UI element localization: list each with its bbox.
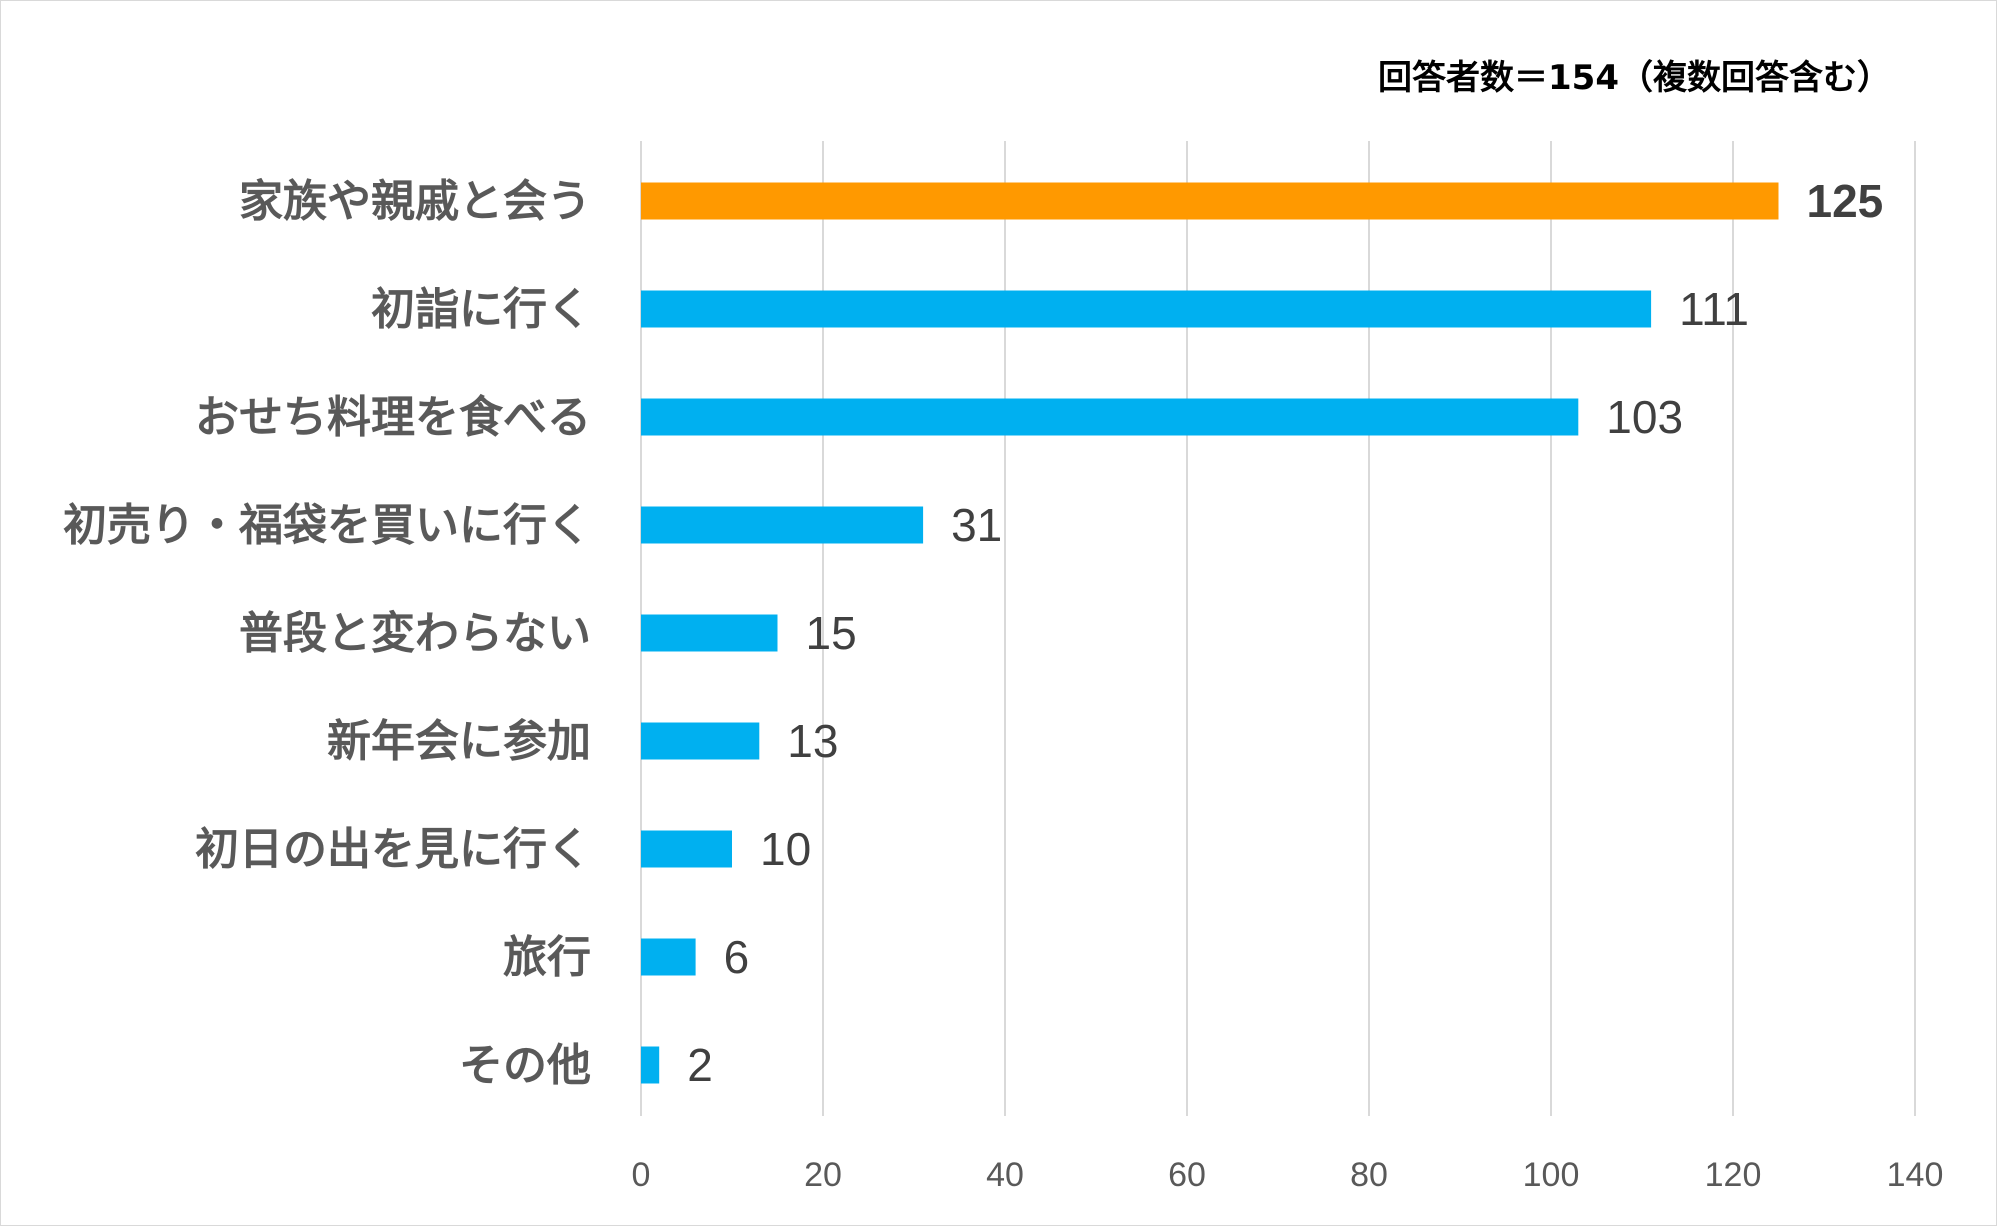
- category-label-4: 普段と変わらない: [239, 608, 591, 659]
- bar-7: [641, 938, 696, 976]
- bar-8: [641, 1046, 660, 1084]
- category-label-7: 旅行: [503, 932, 591, 983]
- bar-5: [641, 722, 760, 760]
- category-label-0: 家族や親戚と会う: [239, 176, 591, 227]
- bar-1: [641, 290, 1652, 328]
- x-tick-label-140: 140: [1887, 1156, 1944, 1194]
- category-label-2: おせち料理を食べる: [195, 392, 591, 443]
- bar-0: [641, 182, 1779, 220]
- labels: 0 20 40 60 80 100 120 140 家族や親戚と会う 125 初詣に行く 111 おせち…: [63, 175, 1943, 1194]
- x-tick-label-100: 100: [1523, 1156, 1580, 1194]
- category-label-3: 初売り・福袋を買いに行く: [63, 500, 591, 551]
- respondent-note: 回答者数＝154（複数回答含む）: [1378, 58, 1891, 98]
- bar-6: [641, 830, 732, 868]
- bar-4: [641, 614, 778, 652]
- x-tick-label-0: 0: [632, 1156, 651, 1194]
- x-tick-label-120: 120: [1705, 1156, 1762, 1194]
- x-tick-label-60: 60: [1168, 1156, 1206, 1194]
- bar-2: [641, 398, 1579, 436]
- value-label-5: 13: [787, 715, 838, 767]
- value-label-4: 15: [806, 607, 857, 659]
- value-label-8: 2: [687, 1039, 713, 1091]
- value-label-2: 103: [1606, 391, 1683, 443]
- value-label-7: 6: [724, 931, 750, 983]
- category-label-8: その他: [459, 1040, 591, 1091]
- x-tick-label-40: 40: [986, 1156, 1024, 1194]
- value-label-1: 111: [1679, 283, 1749, 335]
- category-label-6: 初日の出を見に行く: [195, 824, 591, 875]
- value-label-6: 10: [760, 823, 811, 875]
- value-label-0: 125: [1807, 175, 1884, 227]
- x-tick-label-20: 20: [804, 1156, 842, 1194]
- bar-3: [641, 506, 924, 544]
- x-tick-label-80: 80: [1350, 1156, 1388, 1194]
- category-label-1: 初詣に行く: [371, 284, 591, 335]
- value-label-3: 31: [951, 499, 1002, 551]
- bars: [641, 182, 1779, 1084]
- category-label-5: 新年会に参加: [327, 716, 591, 767]
